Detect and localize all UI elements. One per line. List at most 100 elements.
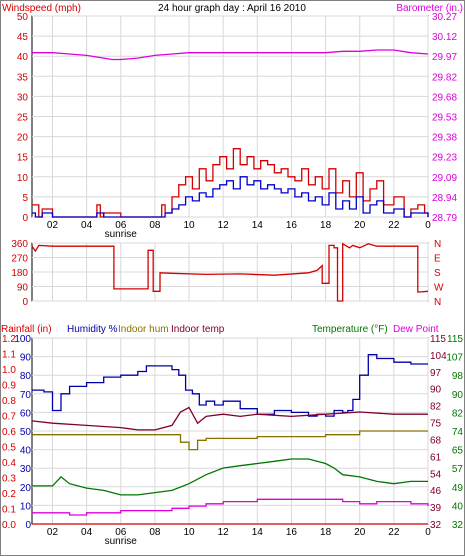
x-tick-label: 04: [81, 527, 93, 538]
direction-tick-label: 180: [11, 268, 28, 279]
windspeed-tick-label: 45: [17, 32, 29, 43]
x-tick-label: 20: [354, 220, 366, 231]
indoor-temp-tick-label: 61: [430, 452, 442, 463]
barometer-tick-label: 30.12: [432, 32, 457, 43]
temperature-tick-label: 98: [452, 371, 464, 382]
humidity-tick-label: 90: [20, 353, 32, 364]
indoor-temp-tick-label: 75: [430, 419, 442, 430]
rainfall-tick-label: 0.9: [2, 381, 16, 392]
temperature-tick-label: 57: [452, 464, 464, 475]
direction-tick-label: 270: [11, 254, 28, 265]
barometer-tick-label: 29.09: [432, 173, 457, 184]
indoor-temp-tick-label: 54: [430, 469, 442, 480]
x-tick-label: 22: [388, 220, 400, 231]
barometer-axis-label: Barometer (in.): [396, 3, 463, 14]
indoor-temp-tick-label: 97: [430, 368, 442, 379]
x-tick-label: 02: [47, 220, 59, 231]
x-tick-label: 18: [320, 220, 332, 231]
humidity-tick-label: 20: [20, 483, 32, 494]
temperature-tick-label: 115: [447, 334, 463, 345]
humidity-tick-label: 40: [20, 446, 32, 457]
rainfall-tick-label: 0.0: [2, 520, 16, 531]
x-tick-label: 06: [115, 527, 127, 538]
rainfall-tick-label: 0.2: [2, 489, 16, 500]
series-lines: [31, 49, 429, 525]
compass-tick-label: N: [434, 239, 441, 250]
sunrise-label: sunrise: [105, 229, 138, 240]
x-tick-label: 04: [81, 220, 93, 231]
indoor-temp-tick-label: 82: [430, 402, 442, 413]
windspeed-tick-label: 30: [17, 92, 29, 103]
rainfall-tick-label: 0.3: [2, 474, 16, 485]
indoor-temp-tick-label: 104: [430, 351, 447, 362]
windspeed-axis-label: Windspeed (mph): [2, 3, 81, 14]
indoor-temp-tick-label: 68: [430, 435, 442, 446]
wind-average-line: [32, 176, 429, 218]
humidity-tick-label: 0: [25, 520, 31, 531]
temperature-line: [32, 458, 428, 496]
indoor-temp-tick-label: 32: [430, 520, 442, 531]
barometer-tick-label: 29.23: [432, 153, 457, 164]
x-tick-label: 16: [286, 220, 298, 231]
x-tick-label: 14: [252, 527, 264, 538]
compass-tick-label: W: [434, 283, 444, 294]
barometer-tick-label: 29.53: [432, 113, 457, 124]
indoor-temp-tick-label: 90: [430, 385, 442, 396]
x-tick-label: 18: [320, 527, 332, 538]
rainfall-tick-label: 0.6: [2, 427, 16, 438]
x-tick-label: 10: [183, 527, 195, 538]
indoor-temp-line: [31, 406, 428, 431]
axis-labels: 02 04 06 08 10 12 14 16 18 20 22 0 sunrise 02 04 06 08 10…: [2, 12, 463, 547]
barometer-tick-label: 28.79: [432, 213, 457, 224]
temperature-tick-label: 32: [452, 520, 464, 531]
compass-tick-label: S: [434, 268, 441, 279]
windspeed-tick-label: 0: [22, 213, 28, 224]
rainfall-tick-label: 0.7: [2, 412, 16, 423]
humidity-line: [32, 354, 428, 417]
x-tick-label: 0: [425, 220, 431, 231]
barometer-tick-label: 29.38: [432, 133, 457, 144]
windspeed-tick-label: 15: [17, 153, 29, 164]
x-tick-label: 12: [218, 220, 230, 231]
x-tick-label: 06: [115, 220, 127, 231]
windspeed-tick-label: 50: [17, 12, 29, 23]
windspeed-line: [32, 148, 429, 218]
rainfall-tick-label: 0.4: [2, 458, 16, 469]
rainfall-legend: Rainfall (in): [1, 324, 52, 335]
chart-title: 24 hour graph day : April 16 2010: [158, 3, 306, 14]
temperature-tick-label: 49: [452, 483, 464, 494]
indoor-temp-legend: Indoor temp: [171, 324, 225, 335]
humidity-tick-label: 70: [20, 390, 32, 401]
windspeed-tick-label: 35: [17, 72, 29, 83]
humidity-tick-label: 10: [20, 501, 32, 512]
dew-point-line: [32, 498, 429, 516]
x-tick-label: 14: [252, 220, 264, 231]
wind-direction-line: [31, 242, 429, 302]
x-tick-label: 02: [47, 527, 59, 538]
windspeed-tick-label: 10: [17, 173, 29, 184]
rainfall-tick-label: 0.1: [2, 505, 16, 516]
x-tick-label: 22: [388, 527, 400, 538]
barometer-tick-label: 30.27: [432, 12, 457, 23]
x-tick-label: 10: [183, 220, 195, 231]
indoor-hum-legend: Indoor hum: [118, 324, 169, 335]
humidity-tick-label: 50: [20, 427, 32, 438]
direction-tick-label: 360: [11, 239, 28, 250]
x-tick-label: 16: [286, 527, 298, 538]
temperature-legend: Temperature (°F): [312, 324, 388, 335]
x-tick-label: 08: [149, 527, 161, 538]
x-tick-label: 08: [149, 220, 161, 231]
sunrise-label: sunrise: [105, 536, 138, 547]
rainfall-tick-label: 1.0: [2, 365, 16, 376]
temperature-tick-label: 107: [446, 353, 463, 364]
rainfall-tick-label: 0.8: [2, 396, 16, 407]
windspeed-tick-label: 25: [17, 113, 29, 124]
temperature-tick-label: 40: [452, 501, 464, 512]
direction-tick-label: 90: [17, 283, 29, 294]
temperature-tick-label: 82: [452, 408, 464, 419]
indoor-temp-tick-label: 46: [430, 486, 442, 497]
barometer-tick-label: 28.94: [432, 193, 457, 204]
barometer-tick-label: 29.68: [432, 92, 457, 103]
